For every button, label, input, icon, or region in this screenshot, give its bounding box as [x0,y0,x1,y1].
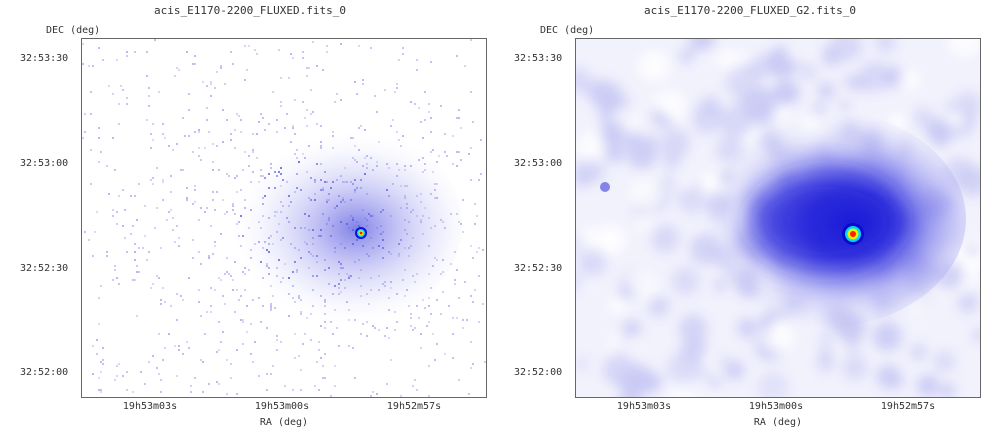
bright-source [842,223,864,245]
bright-source [355,227,367,239]
image-plot-raw[interactable] [81,38,487,398]
y-tick-label: 32:52:30 [514,263,563,274]
emission-core [751,173,901,269]
raw-image-canvas [82,39,486,397]
x-tick-label: 19h52m57s [880,401,936,412]
x-axis-label: RA (deg) [259,417,309,428]
smoothed-image-canvas [576,39,980,397]
y-tick-label: 32:52:00 [20,367,69,378]
y-axis-label: DEC (deg) [540,25,595,36]
diffuse-emission [182,114,462,334]
panel-title: acis_E1170-2200_FLUXED_G2.fits_0 [644,4,856,17]
x-tick-label: 19h53m03s [122,401,178,412]
y-tick-label: 32:53:00 [514,158,563,169]
x-tick-label: 19h53m00s [748,401,804,412]
x-tick-label: 19h53m00s [254,401,310,412]
y-tick-label: 32:53:30 [20,53,69,64]
y-tick-label: 32:52:00 [514,367,563,378]
x-tick-label: 19h53m03s [616,401,672,412]
y-tick-label: 32:52:30 [20,263,69,274]
x-axis-label: RA (deg) [753,417,803,428]
right-image-panel: acis_E1170-2200_FLUXED_G2.fits_0 DEC (de… [500,0,1000,436]
y-axis-label: DEC (deg) [46,25,101,36]
panel-title: acis_E1170-2200_FLUXED.fits_0 [153,4,347,17]
left-image-panel: acis_E1170-2200_FLUXED.fits_0 DEC (deg) [20,4,487,428]
faint-point-source [600,182,610,192]
y-tick-label: 32:53:30 [514,53,563,64]
y-tick-label: 32:53:00 [20,158,69,169]
x-tick-label: 19h52m57s [386,401,442,412]
image-plot-smoothed[interactable] [575,38,981,398]
